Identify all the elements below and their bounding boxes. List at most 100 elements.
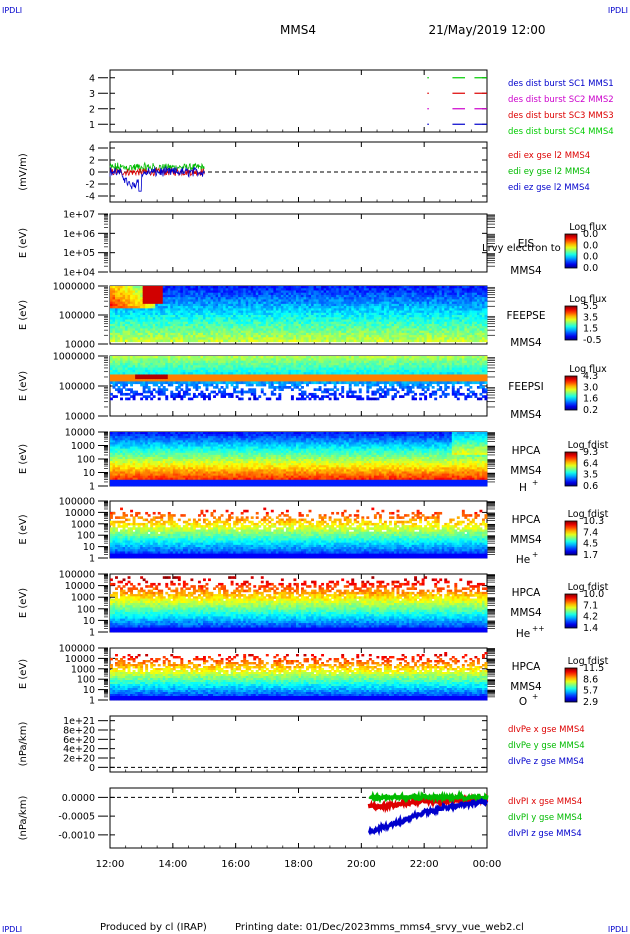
spectrogram-cell (157, 337, 161, 340)
spectrogram-cell (145, 306, 149, 309)
spectrogram-cell (258, 310, 262, 314)
spectrogram-cell (223, 290, 227, 294)
spectrogram-cell (426, 328, 430, 332)
spectrogram-cell (142, 303, 146, 307)
spectrogram-cell (192, 303, 196, 307)
spectrogram-cell (120, 315, 123, 318)
spectrogram-cell (175, 330, 179, 334)
spectrogram-cell (140, 306, 144, 309)
spectrogram-cell (132, 301, 136, 305)
spectrogram-cell (213, 339, 216, 343)
spectrogram-cell (125, 288, 128, 291)
spectrogram-cell (273, 306, 277, 309)
spectrogram-cell (142, 312, 146, 316)
spectrogram-cell (175, 306, 179, 309)
spectrogram-cell (172, 290, 176, 294)
spectrogram-cell (205, 321, 209, 325)
spectrogram-cell (190, 381, 194, 385)
spectrogram-cell (461, 339, 465, 343)
spectrogram-cell (253, 306, 257, 309)
spectrogram-cell (142, 297, 146, 300)
spectrogram-cell (235, 294, 239, 298)
spectrogram-cell (424, 299, 428, 303)
spectrogram-cell (130, 294, 134, 298)
spectrogram-cell (140, 292, 144, 296)
spectrogram-cell (195, 315, 199, 318)
spectrogram-cell (185, 374, 189, 378)
spectrogram-cell (122, 358, 126, 362)
spectrogram-cell (233, 294, 237, 298)
spectrogram-cell (213, 330, 216, 334)
spectrogram-cell (122, 332, 126, 336)
spectrogram-cell (142, 395, 146, 398)
spectrogram-cell (197, 392, 201, 396)
spectrogram-cell (152, 310, 156, 314)
spectrogram-cell (127, 323, 131, 327)
spectrogram-cell (230, 315, 234, 318)
spectrogram-cell (245, 310, 249, 314)
spectrogram-cell (172, 288, 176, 291)
spectrogram-cell (142, 367, 146, 371)
spectrogram-cell (175, 365, 179, 368)
spectrogram-cell (238, 323, 242, 327)
spectrogram-cell (311, 339, 314, 343)
spectrogram-cell (155, 328, 159, 332)
spectrogram-cell (162, 323, 166, 327)
spectrogram-cell (265, 330, 269, 334)
spectrogram-cell (208, 315, 211, 318)
spectrogram-cell (185, 362, 189, 366)
spectrogram-cell (263, 306, 267, 309)
spectrogram-cell (150, 356, 154, 359)
spectrogram-cell (177, 386, 181, 389)
spectrogram-cell (185, 323, 189, 327)
spectrogram-cell (190, 356, 194, 359)
spectrogram-cell (235, 367, 239, 371)
spectrogram-cell (459, 328, 463, 332)
spectrogram-cell (391, 299, 395, 303)
spectrogram-cell (454, 339, 458, 343)
spectrogram-cell (434, 299, 438, 303)
spectrogram-cell (140, 365, 144, 368)
spectrogram-cell (275, 312, 279, 316)
spectrogram-cell (115, 374, 118, 378)
spectrogram-cell (210, 286, 214, 289)
spectrogram-cell (208, 312, 211, 316)
spectrogram-cell (115, 310, 118, 314)
spectrogram-cell (167, 312, 171, 316)
spectrogram-cell (235, 328, 239, 332)
spectrogram-cell (414, 339, 418, 343)
spectrogram-cell (167, 372, 171, 375)
spectrogram-cell (243, 337, 247, 340)
spectrogram-cell (182, 328, 186, 332)
spectrogram-cell (200, 367, 204, 371)
spectrogram-cell (142, 388, 146, 392)
spectrogram-cell (253, 319, 257, 323)
spectrogram-cell (195, 358, 199, 362)
spectrogram-cell (110, 326, 113, 329)
spectrogram-cell (155, 372, 159, 375)
spectrogram-cell (210, 299, 214, 303)
spectrogram-cell (202, 297, 206, 300)
spectrogram-cell (223, 319, 227, 323)
spectrogram-cell (177, 317, 181, 320)
spectrogram-cell (218, 339, 221, 343)
spectrogram-cell (243, 319, 247, 323)
spectrogram-cell (147, 326, 151, 329)
spectrogram-cell (230, 339, 234, 343)
spectrogram-cell (190, 299, 194, 303)
spectrogram-cell (218, 356, 221, 359)
spectrogram-cell (213, 319, 216, 323)
spectrogram-cell (125, 372, 128, 375)
spectrogram-cell (130, 372, 134, 375)
spectrogram-cell (235, 374, 239, 378)
spectrogram-cell (172, 297, 176, 300)
spectrogram-cell (130, 330, 134, 334)
spectrogram-cell (147, 356, 151, 359)
spectrogram-cell (157, 376, 161, 380)
spectrogram-cell (263, 335, 267, 338)
spectrogram-cell (215, 317, 219, 320)
spectrogram-cell (218, 381, 221, 385)
spectrogram-cell (147, 339, 151, 343)
spectrogram-cell (117, 306, 121, 309)
spectrogram-cell (260, 306, 264, 309)
